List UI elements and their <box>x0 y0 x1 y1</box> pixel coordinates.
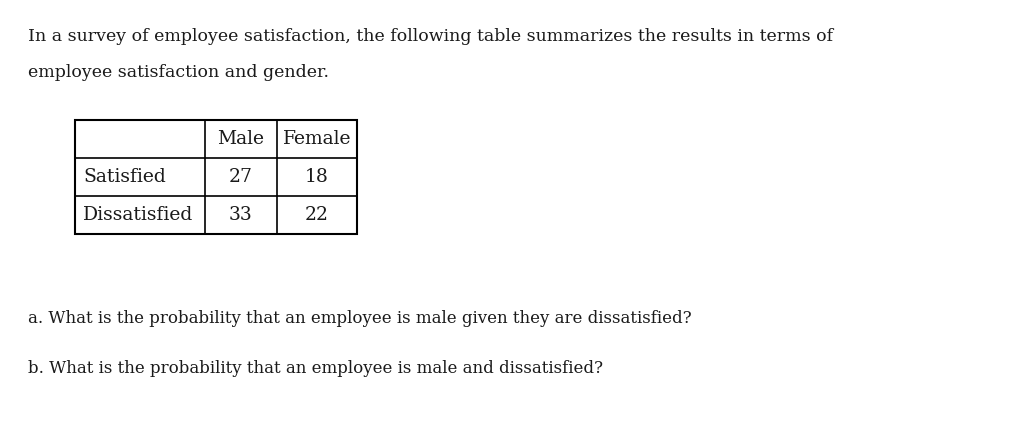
Text: b. What is the probability that an employee is male and dissatisfied?: b. What is the probability that an emplo… <box>28 360 603 377</box>
Text: In a survey of employee satisfaction, the following table summarizes the results: In a survey of employee satisfaction, th… <box>28 28 834 45</box>
Text: employee satisfaction and gender.: employee satisfaction and gender. <box>28 64 329 81</box>
Text: 33: 33 <box>229 206 252 224</box>
Text: a. What is the probability that an employee is male given they are dissatisfied?: a. What is the probability that an emplo… <box>28 310 692 327</box>
Bar <box>75 120 357 234</box>
Text: Dissatisfied: Dissatisfied <box>83 206 194 224</box>
Text: Male: Male <box>217 130 265 148</box>
Text: 18: 18 <box>305 168 329 186</box>
Text: 27: 27 <box>229 168 254 186</box>
Text: Satisfied: Satisfied <box>83 168 165 186</box>
Text: Female: Female <box>283 130 351 148</box>
Text: 22: 22 <box>305 206 329 224</box>
